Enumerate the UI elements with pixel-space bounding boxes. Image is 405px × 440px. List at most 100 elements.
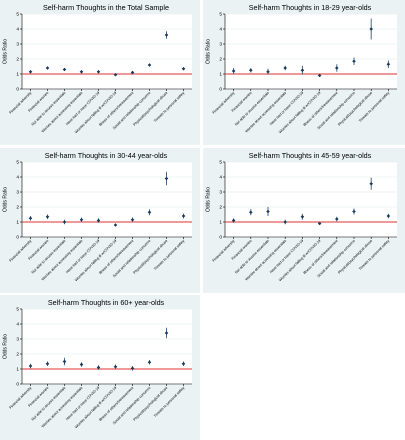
data-point	[28, 69, 33, 74]
data-point	[79, 69, 84, 74]
data-point	[45, 66, 50, 70]
data-point	[147, 63, 152, 67]
data-point	[386, 214, 391, 218]
chart-panel: Self-harm Thoughts in 30-44 year-olds 0 1 2…	[0, 148, 200, 293]
data-point	[266, 69, 270, 74]
plot-area	[22, 14, 192, 89]
data-point	[147, 360, 152, 365]
data-point	[231, 69, 236, 73]
chart-title: Self-harm Thoughts in the Total Sample	[43, 3, 169, 12]
y-tick-label: 2	[16, 205, 19, 211]
y-axis-title: Odds Ratio	[206, 39, 212, 64]
y-tick-label: 5	[16, 307, 19, 313]
chart-title: Self-harm Thoughts in 45-59 year-olds	[249, 151, 372, 160]
data-point	[266, 209, 270, 214]
y-tick-label: 3	[16, 42, 19, 48]
y-tick-label: 4	[16, 175, 19, 181]
data-point	[181, 66, 186, 71]
plot-area	[225, 162, 397, 237]
data-point	[96, 365, 101, 370]
chart-panel: Self-harm Thoughts in 60+ year-olds 0 1 2 3 4…	[0, 295, 200, 440]
y-tick-label: 1	[16, 72, 19, 78]
data-point	[113, 72, 118, 77]
data-point	[45, 214, 50, 219]
plot-area	[22, 162, 192, 237]
y-tick-label: 5	[16, 12, 19, 18]
y-axis-title: Odds Ratio	[3, 334, 9, 359]
chart-panel: Self-harm Thoughts in the Total Sample 0 1…	[0, 0, 200, 145]
data-point	[317, 73, 322, 78]
data-point	[130, 366, 135, 371]
y-tick-label: 2	[219, 205, 222, 211]
y-tick-label: 3	[16, 337, 19, 343]
data-point	[79, 217, 84, 222]
chart-panel: Self-harm Thoughts in 45-59 year-olds 0 1 2…	[203, 148, 405, 293]
data-point	[369, 181, 373, 186]
data-point	[96, 69, 101, 74]
data-point	[335, 217, 339, 221]
y-tick-label: 4	[219, 27, 222, 33]
y-tick-label: 0	[16, 382, 19, 388]
data-point	[164, 33, 169, 37]
data-point	[335, 66, 339, 70]
data-point	[352, 209, 356, 214]
y-tick-label: 0	[219, 235, 222, 241]
data-point	[45, 361, 50, 366]
y-tick-label: 0	[219, 87, 222, 93]
chart-title: Self-harm Thoughts in 30-44 year-olds	[45, 151, 168, 160]
y-tick-label: 0	[16, 235, 19, 241]
y-tick-label: 1	[16, 220, 19, 226]
data-point	[249, 68, 253, 73]
y-tick-label: 5	[16, 160, 19, 166]
chart-title: Self-harm Thoughts in 60+ year-olds	[48, 298, 165, 307]
y-tick-label: 2	[16, 352, 19, 358]
y-tick-label: 5	[219, 160, 222, 166]
y-tick-label: 5	[219, 12, 222, 18]
data-point	[181, 214, 186, 218]
data-point	[28, 216, 33, 221]
data-point	[317, 221, 322, 226]
y-tick-label: 2	[16, 57, 19, 63]
y-tick-label: 0	[16, 87, 19, 93]
data-point	[300, 214, 305, 219]
data-point	[62, 220, 67, 224]
y-tick-label: 2	[219, 57, 222, 63]
y-tick-label: 3	[16, 190, 19, 196]
data-point	[113, 364, 118, 369]
chart-title: Self-harm Thoughts in 18-29 year-olds	[249, 3, 372, 12]
y-tick-label: 4	[16, 322, 19, 328]
data-point	[386, 62, 391, 67]
data-point	[130, 217, 135, 222]
data-point	[369, 27, 373, 31]
data-point	[113, 223, 118, 227]
data-point	[96, 218, 101, 223]
data-point	[130, 70, 135, 75]
data-point	[181, 361, 186, 366]
data-point	[283, 220, 287, 224]
data-point	[300, 68, 305, 73]
data-point	[164, 176, 169, 181]
data-point	[62, 359, 67, 364]
plot-area	[22, 309, 192, 384]
chart-panel: Self-harm Thoughts in 18-29 year-olds 0 1 2…	[203, 0, 405, 145]
y-tick-label: 1	[219, 72, 222, 78]
data-point	[147, 210, 152, 215]
data-point	[79, 362, 84, 367]
data-point	[352, 59, 356, 64]
data-point	[164, 331, 169, 335]
y-axis-title: Odds Ratio	[3, 187, 9, 212]
data-point	[28, 364, 33, 368]
y-axis-title: Odds Ratio	[3, 39, 9, 64]
y-tick-label: 1	[16, 367, 19, 373]
y-tick-label: 3	[219, 190, 222, 196]
data-point	[231, 218, 236, 223]
y-tick-label: 4	[219, 175, 222, 181]
data-point	[283, 66, 287, 70]
y-axis-title: Odds Ratio	[206, 187, 212, 212]
data-point	[62, 67, 67, 72]
plot-area	[225, 14, 397, 89]
y-tick-label: 4	[16, 27, 19, 33]
data-point	[249, 210, 253, 215]
y-tick-label: 1	[219, 220, 222, 226]
